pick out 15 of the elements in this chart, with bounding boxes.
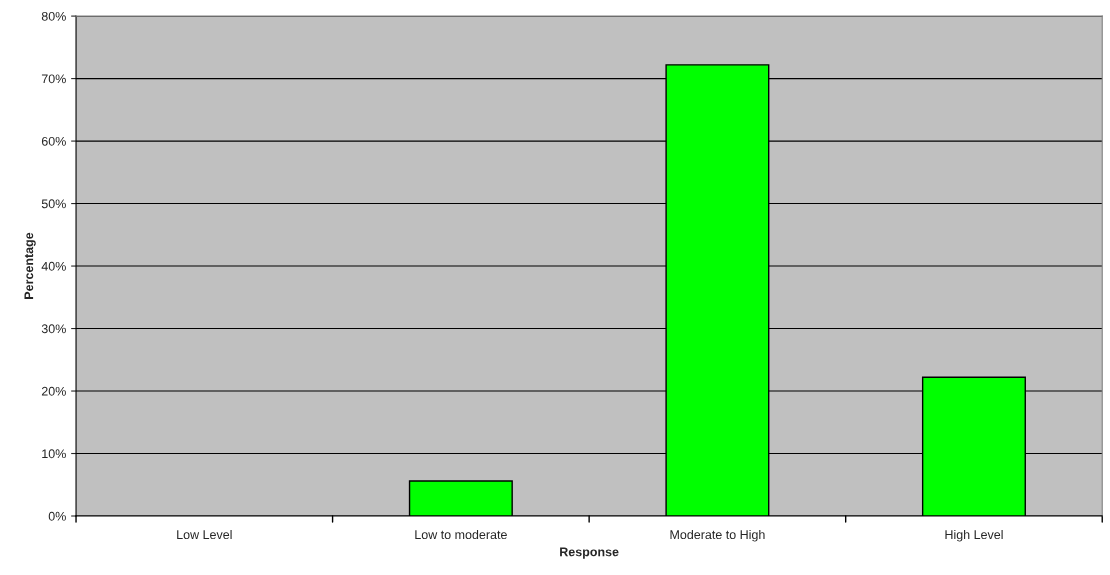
y-tick-label: 40% xyxy=(41,261,66,271)
y-tick-label: 10% xyxy=(42,449,66,459)
y-tick-label: 20% xyxy=(41,386,66,396)
x-tick-label: Low to moderate xyxy=(415,529,507,540)
y-tick-label: 60% xyxy=(41,136,66,146)
x-axis-title: Response xyxy=(560,547,619,559)
x-tick-label: High Level xyxy=(945,529,1003,542)
y-tick-label: 30% xyxy=(41,324,66,334)
y-tick-label: 50% xyxy=(41,199,66,209)
x-tick-label: Moderate to High xyxy=(670,529,765,542)
y-tick-label: 70% xyxy=(41,74,66,84)
y-axis-title: Percentage xyxy=(24,232,36,299)
x-tick-label: Low Level xyxy=(177,529,232,540)
y-tick-label: 80% xyxy=(41,11,66,21)
y-tick-label: 0% xyxy=(48,511,66,521)
